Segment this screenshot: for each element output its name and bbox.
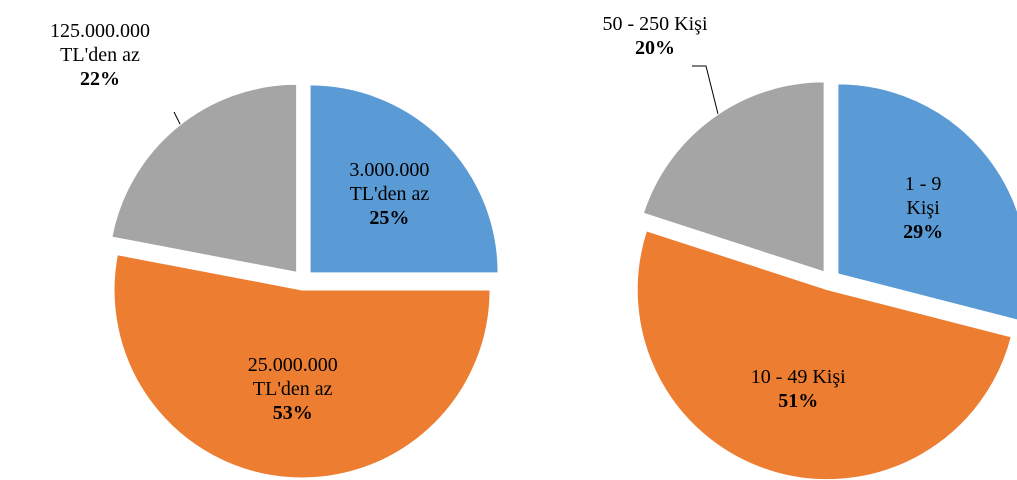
pie-slice (309, 84, 499, 274)
slice-label: 1 - 9 Kişi 29% (893, 172, 953, 244)
slice-label: 10 - 49 Kişi 51% (723, 365, 873, 413)
slice-percent: 22% (80, 68, 120, 90)
slice-label: 25.000.000 TL'den az 53% (218, 353, 368, 425)
slice-category: 125.000.000 TL'den az (50, 20, 150, 66)
slice-category: 3.000.000 TL'den az (349, 158, 430, 205)
slice-percent: 53% (272, 401, 313, 424)
pie-slice (111, 83, 298, 273)
pie-slice (636, 230, 1012, 480)
slice-category: 10 - 49 Kişi (750, 366, 846, 389)
slice-category: 25.000.000 TL'den az (247, 353, 338, 400)
slice-category: 1 - 9 Kişi (904, 172, 942, 219)
slice-percent: 29% (903, 220, 944, 243)
pie-slice (642, 81, 825, 273)
slice-percent: 20% (635, 37, 675, 59)
slice-percent: 51% (778, 390, 819, 413)
slice-label: 50 - 250 Kişi 20% (570, 12, 740, 60)
pie-slice (113, 254, 491, 479)
slice-label: 3.000.000 TL'den az 25% (324, 158, 454, 230)
slice-label: 125.000.000 TL'den az 22% (35, 19, 165, 91)
slice-percent: 25% (369, 206, 410, 229)
slice-category: 50 - 250 Kişi (602, 13, 708, 35)
leader-line (692, 65, 721, 123)
pie-slice (837, 83, 1017, 321)
